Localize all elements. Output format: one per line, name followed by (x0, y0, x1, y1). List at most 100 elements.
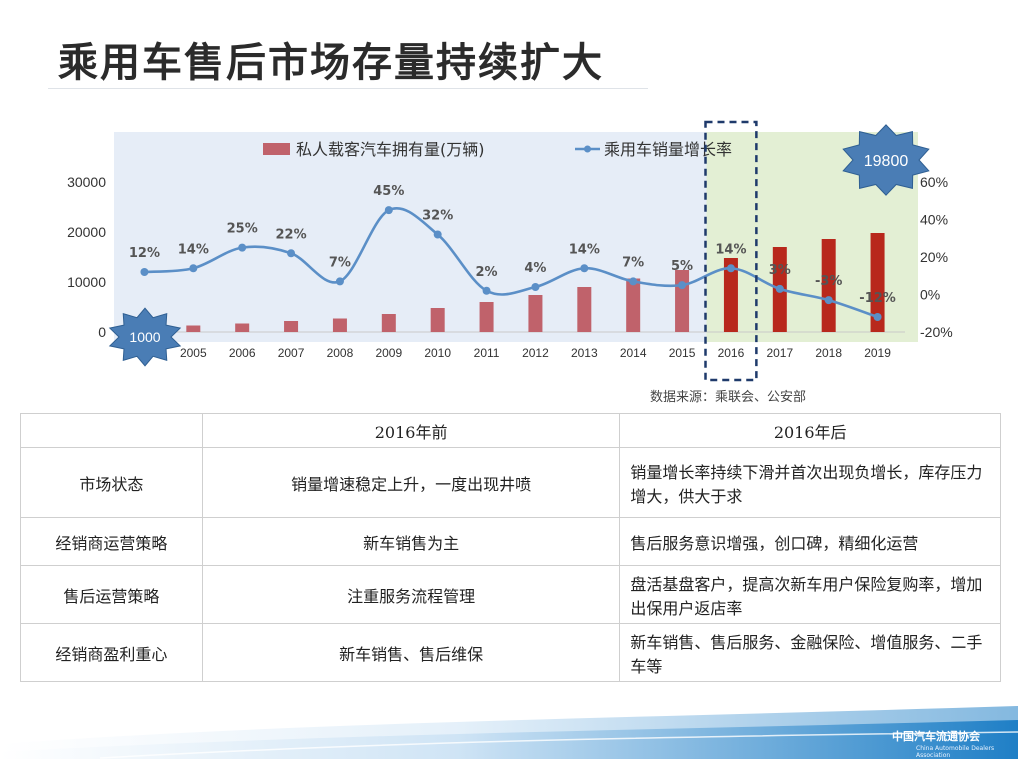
bar-2016 (723, 258, 738, 332)
growth-point-2010 (433, 230, 442, 239)
table-row: 市场状态 销量增速稳定上升，一度出现井喷 销量增长率持续下滑并首次出现负增长，库存压… (20, 447, 1001, 518)
table-cell: 新车销售、售后维保 (201, 623, 621, 682)
bar-2008 (332, 318, 347, 332)
table-cell: 经销商盈利重心 (20, 623, 203, 682)
table-header-cell: 2016年后 (619, 413, 1001, 448)
growth-point-2012 (531, 283, 540, 291)
bar-2014 (626, 278, 641, 332)
bar-2005 (186, 325, 201, 332)
table-cell: 注重服务流程管理 (201, 565, 621, 624)
growth-label-2019: -12% (859, 291, 896, 306)
growth-point-2006 (238, 243, 247, 252)
legend-bar-label: 私人载客汽车拥有量(万辆) (296, 140, 485, 159)
growth-label-2017: 3% (769, 263, 791, 278)
callout-star-2019 (842, 124, 930, 196)
page-title: 乘用车售后市场存量持续扩大 (58, 39, 604, 86)
table-header-cell (20, 413, 203, 448)
growth-point-2011 (482, 286, 491, 295)
ownership-growth-chart: 12% 14% 25% 22% 7% 45% 32% 2% 4% 14% 7% 5% 14% 3% -3% -… (67, 120, 953, 382)
right-tick--20%: -20% (920, 324, 953, 340)
growth-label-2014: 7% (622, 255, 644, 270)
legend-line-label: 乘用车销量增长率 (604, 140, 732, 159)
x-tick-2010: 2010 (424, 346, 451, 360)
table-row: 售后运营策略 注重服务流程管理 盘活基盘客户，提高次新车用户保险复购率，增加出保用户… (20, 565, 1001, 624)
x-tick-2012: 2012 (522, 346, 549, 360)
growth-point-2009 (384, 206, 393, 215)
growth-point-2016 (726, 264, 735, 273)
callout-value-2004: 1000 (129, 329, 160, 345)
growth-point-2013 (580, 264, 589, 273)
bar-2018 (821, 239, 836, 332)
growth-point-2018 (824, 296, 833, 305)
growth-label-2006: 25% (227, 222, 258, 237)
left-tick-30000: 30000 (67, 174, 106, 190)
growth-point-2004 (140, 268, 149, 276)
bar-2010 (430, 308, 445, 332)
x-tick-2013: 2013 (571, 346, 598, 360)
growth-point-2015 (678, 281, 687, 290)
table-cell: 售后服务意识增强，创口碑，精细化运营 (619, 517, 1001, 566)
bar-2012 (528, 295, 543, 332)
left-tick-0: 0 (98, 324, 106, 340)
growth-point-2019 (873, 313, 882, 321)
table-row: 经销商盈利重心 新车销售、售后维保 新车销售、售后服务、金融保险、增值服务、二手车等 (20, 623, 1001, 682)
callout-star-2004 (108, 307, 182, 367)
bar-2007 (284, 321, 299, 332)
growth-point-2017 (775, 284, 784, 293)
bar-2013 (577, 287, 592, 332)
growth-point-2014 (629, 277, 638, 286)
highlight-2016-box (704, 120, 758, 382)
data-source-note: 数据来源：乘联会、公安部 (650, 390, 807, 405)
growth-rate-line (144, 207, 878, 319)
footer-wave (0, 706, 1018, 759)
growth-label-2009: 45% (373, 184, 404, 199)
x-tick-2011: 2011 (474, 346, 500, 360)
association-logo: 中国汽车流通协会 (892, 730, 980, 743)
right-tick-20%: 20% (920, 249, 948, 265)
association-logo-subtitle: China Automobile Dealers Association (916, 745, 995, 759)
x-tick-2009: 2009 (375, 346, 402, 360)
growth-point-2008 (335, 277, 344, 286)
growth-point-2007 (287, 249, 296, 258)
legend-bar-swatch (263, 143, 290, 155)
growth-label-2018: -3% (815, 274, 842, 289)
table-cell: 销量增速稳定上升，一度出现井喷 (201, 447, 621, 518)
x-tick-2015: 2015 (669, 346, 696, 360)
table-cell: 新车销售、售后服务、金融保险、增值服务、二手车等 (619, 623, 1001, 682)
bar-2019 (870, 233, 885, 332)
comparison-table: 2016年前 2016年后 市场状态 销量增速稳定上升，一度出现井喷 销量增长率持续下滑… (20, 413, 1001, 682)
growth-label-2007: 22% (276, 227, 307, 242)
x-tick-2007: 2007 (278, 346, 305, 360)
bar-2009 (381, 314, 396, 332)
growth-label-2005: 14% (178, 242, 209, 257)
left-tick-20000: 20000 (67, 224, 106, 240)
bar-2006 (235, 323, 250, 332)
table-cell: 销量增长率持续下滑并首次出现负增长，库存压力增大，供大于求 (619, 447, 1001, 518)
table-cell: 新车销售为主 (201, 517, 621, 566)
table-cell: 售后运营策略 (20, 565, 203, 624)
bar-2015 (675, 270, 690, 332)
table-cell: 盘活基盘客户，提高次新车用户保险复购率，增加出保用户返店率 (619, 565, 1001, 624)
growth-label-2016: 14% (715, 242, 746, 257)
title-divider (48, 88, 648, 89)
table-cell: 市场状态 (20, 447, 203, 518)
table-row: 经销商运营策略 新车销售为主 售后服务意识增强，创口碑，精细化运营 (20, 517, 1001, 566)
right-tick-40%: 40% (920, 212, 948, 228)
growth-label-2013: 14% (569, 242, 600, 257)
table-header-cell: 2016年前 (201, 413, 621, 448)
plot-background-before (114, 132, 707, 342)
growth-label-2004: 12% (129, 246, 160, 261)
x-tick-2016: 2016 (718, 346, 745, 360)
right-tick-60%: 60% (920, 174, 948, 190)
right-tick-0%: 0% (920, 287, 940, 303)
table-cell: 经销商运营策略 (20, 517, 203, 566)
bar-2011 (479, 302, 494, 332)
x-tick-2014: 2014 (620, 346, 647, 360)
growth-label-2015: 5% (671, 259, 693, 274)
callout-value-2019: 19800 (864, 153, 909, 170)
left-tick-10000: 10000 (67, 274, 106, 290)
x-tick-2008: 2008 (327, 346, 354, 360)
x-tick-2006: 2006 (229, 346, 256, 360)
table-header-row: 2016年前 2016年后 (20, 413, 1001, 448)
growth-point-2005 (189, 264, 198, 273)
